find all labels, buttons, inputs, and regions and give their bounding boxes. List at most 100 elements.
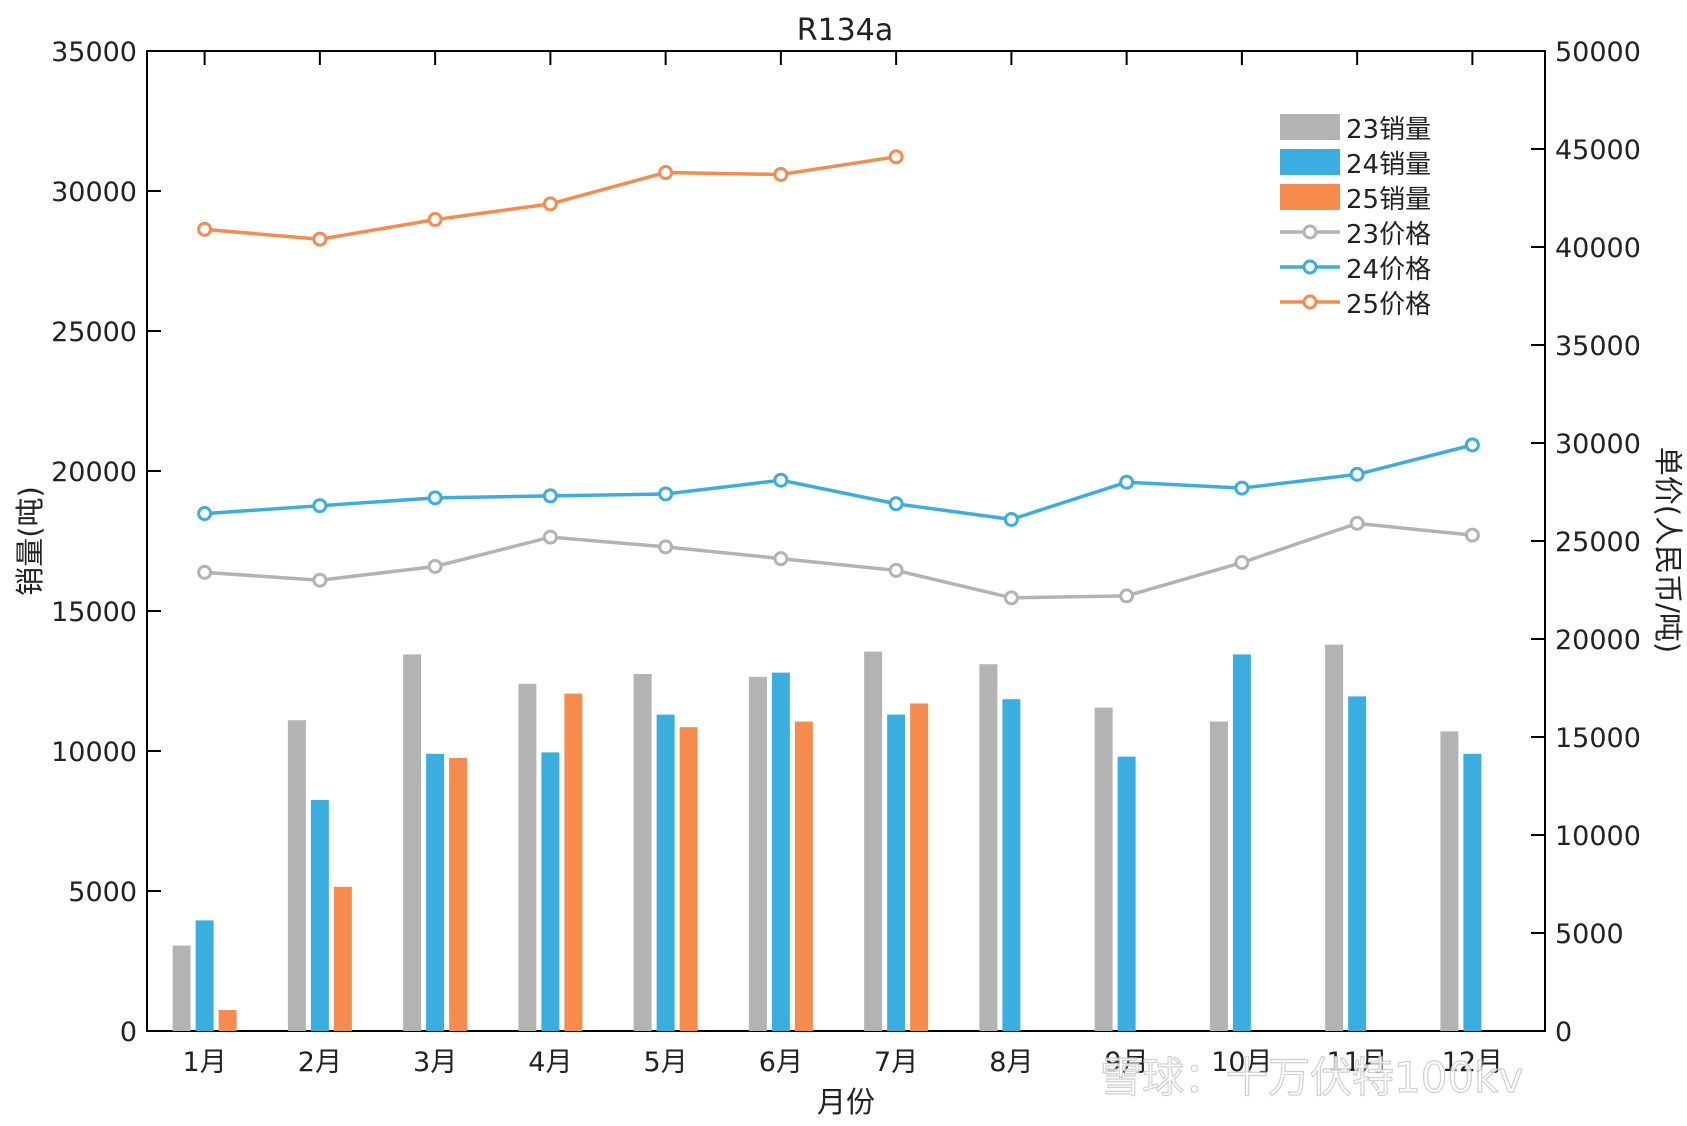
x-tick-label: 10月 [1211, 1047, 1272, 1078]
point-23价格 [1234, 555, 1250, 571]
x-tick-label: 5月 [644, 1047, 688, 1078]
bar-group [172, 644, 1482, 1031]
bar-23销量 [864, 651, 883, 1031]
x-axis-title: 月份 [817, 1085, 875, 1119]
y-axis-title-right: 单价(人民币/吨) [1651, 447, 1685, 653]
legend-swatch-23销量 [1280, 114, 1340, 140]
point-25价格 [542, 196, 558, 212]
point-23价格 [542, 529, 558, 545]
point-24价格 [542, 488, 558, 504]
y-tick-label-right: 25000 [1555, 527, 1641, 558]
x-tick-label: 12月 [1442, 1047, 1503, 1078]
x-tick-label: 6月 [759, 1047, 803, 1078]
point-24价格 [197, 506, 213, 522]
y-tick-label-right: 20000 [1555, 625, 1641, 656]
y-tick-label-right: 30000 [1555, 429, 1641, 460]
bar-24销量 [771, 672, 790, 1031]
bar-24销量 [656, 714, 675, 1031]
bar-23销量 [287, 720, 306, 1031]
point-23价格 [773, 551, 789, 567]
point-25价格 [658, 165, 674, 181]
chart-legend: 23销量 24销量 25销量 23价格 24价格 25价格 [1280, 114, 1431, 320]
point-24价格 [1119, 474, 1135, 490]
bar-23销量 [172, 945, 191, 1031]
bar-25销量 [794, 721, 813, 1031]
y-tick-label-left: 15000 [51, 597, 137, 628]
point-25价格 [197, 221, 213, 237]
y-tick-label-right: 0 [1555, 1017, 1572, 1048]
bar-24销量 [541, 752, 560, 1031]
legend-label-25销量: 25销量 [1346, 185, 1431, 215]
bar-25销量 [218, 1010, 237, 1031]
line-24价格 [204, 443, 1473, 522]
point-23价格 [888, 562, 904, 578]
bar-23销量 [1325, 644, 1344, 1031]
y-tick-label-left: 30000 [51, 177, 137, 208]
point-24价格 [658, 486, 674, 502]
x-tick-label: 8月 [989, 1047, 1033, 1078]
point-23价格 [1119, 588, 1135, 604]
bar-25销量 [333, 886, 352, 1031]
y-tick-label-left: 20000 [51, 457, 137, 488]
y-tick-label-right: 5000 [1555, 919, 1624, 950]
bar-23销量 [633, 674, 652, 1031]
point-25价格 [888, 149, 904, 165]
point-23价格 [427, 558, 443, 574]
bar-25销量 [679, 727, 698, 1031]
point-23价格 [312, 572, 328, 588]
y-tick-label-left: 35000 [51, 37, 137, 68]
y-axis-title-left: 销量(吨) [13, 486, 47, 596]
chart-axes: 0 5000 10000 15000 20000 25000 30000 35000 0 5000… [51, 37, 1641, 1078]
y-tick-label-left: 25000 [51, 317, 137, 348]
legend-swatch-24销量 [1280, 149, 1340, 175]
y-tick-label-right: 10000 [1555, 821, 1641, 852]
watermark-text: 雪球：十万伏特100kv [1100, 1053, 1523, 1102]
bar-24销量 [310, 800, 329, 1031]
bar-24销量 [1463, 753, 1482, 1031]
bar-24销量 [1117, 756, 1136, 1031]
legend-label-23销量: 23销量 [1346, 115, 1431, 145]
line-23价格 [204, 521, 1473, 600]
bar-25销量 [449, 758, 468, 1031]
bar-24销量 [1348, 696, 1367, 1031]
legend-swatch-25销量 [1280, 184, 1340, 210]
legend-marker-23价格 [1302, 224, 1318, 240]
legend-label-24价格: 24价格 [1346, 255, 1431, 285]
point-24价格 [773, 472, 789, 488]
point-25价格 [773, 166, 789, 182]
bar-24销量 [1002, 699, 1021, 1031]
line-group [197, 149, 1480, 606]
point-24价格 [1234, 480, 1250, 496]
legend-marker-24价格 [1302, 259, 1318, 275]
y-tick-label-right: 50000 [1555, 37, 1641, 68]
legend-marker-25价格 [1302, 294, 1318, 310]
y-tick-label-right: 45000 [1555, 135, 1641, 166]
bar-23销量 [748, 676, 767, 1031]
x-tick-label: 1月 [183, 1047, 227, 1078]
y-tick-label-right: 15000 [1555, 723, 1641, 754]
y-tick-label-right: 35000 [1555, 331, 1641, 362]
legend-label-24销量: 24销量 [1346, 150, 1431, 180]
bar-23销量 [1440, 731, 1459, 1031]
point-24价格 [1003, 511, 1019, 527]
x-tick-label: 9月 [1105, 1047, 1149, 1078]
x-tick-label: 2月 [298, 1047, 342, 1078]
point-23价格 [1003, 590, 1019, 606]
bar-23销量 [1094, 707, 1113, 1031]
bar-23销量 [979, 664, 998, 1031]
bar-23销量 [1209, 721, 1228, 1031]
legend-label-25价格: 25价格 [1346, 290, 1431, 320]
x-tick-label: 3月 [413, 1047, 457, 1078]
point-23价格 [658, 539, 674, 555]
point-24价格 [1464, 437, 1480, 453]
legend-label-23价格: 23价格 [1346, 220, 1431, 250]
point-23价格 [197, 564, 213, 580]
point-24价格 [312, 498, 328, 514]
bar-25销量 [910, 703, 929, 1031]
bar-23销量 [518, 683, 537, 1031]
bar-24销量 [1232, 654, 1251, 1031]
point-23价格 [1464, 527, 1480, 543]
bar-24销量 [195, 920, 214, 1031]
x-tick-label: 4月 [528, 1047, 572, 1078]
